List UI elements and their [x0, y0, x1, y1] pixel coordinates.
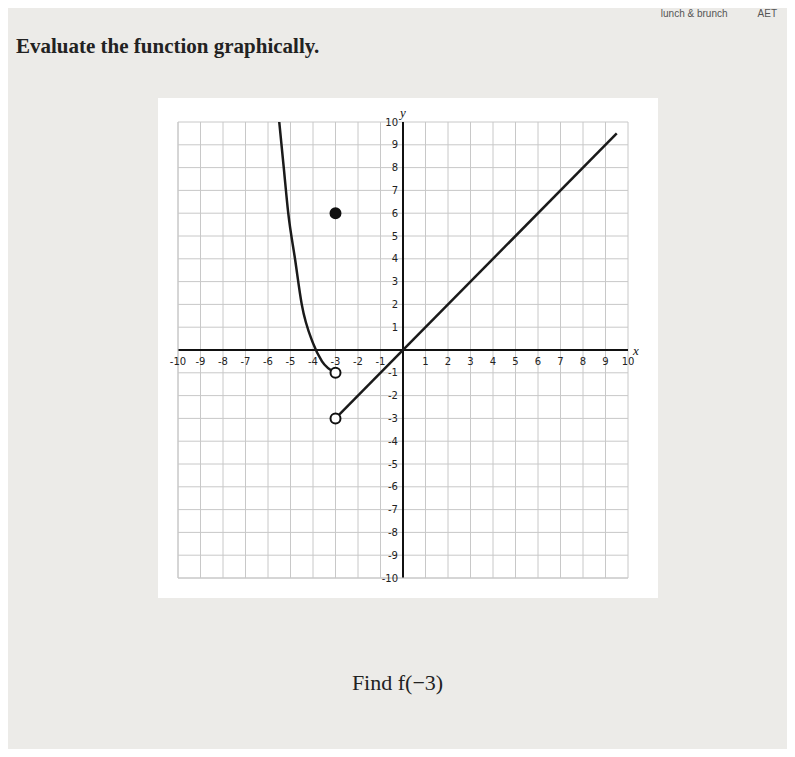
- svg-text:-5: -5: [286, 356, 296, 367]
- svg-text:-10: -10: [382, 573, 398, 584]
- svg-text:1: 1: [422, 356, 428, 367]
- svg-text:7: 7: [557, 356, 563, 367]
- svg-text:-9: -9: [196, 356, 206, 367]
- html-text:lunch & brunch: lunch & brunch: [660, 8, 728, 19]
- html-text:AET: AET: [757, 8, 777, 19]
- svg-text:-3: -3: [388, 413, 398, 424]
- html-text:Evaluate the function graphica: Evaluate the function graphically.: [16, 34, 320, 58]
- svg-text:10: 10: [385, 117, 398, 128]
- svg-text:4: 4: [392, 253, 398, 264]
- html-text:Find f(−3): Find f(−3): [351, 670, 444, 695]
- svg-text:-5: -5: [388, 459, 398, 470]
- svg-text:3: 3: [467, 356, 473, 367]
- svg-text:-9: -9: [388, 550, 398, 561]
- svg-text:4: 4: [490, 356, 496, 367]
- svg-text:2: 2: [445, 356, 451, 367]
- svg-text:-1: -1: [376, 356, 386, 367]
- svg-text:-1: -1: [388, 367, 398, 378]
- svg-text:-2: -2: [388, 390, 398, 401]
- svg-text:5: 5: [392, 231, 398, 242]
- svg-text:6: 6: [535, 356, 541, 367]
- svg-text:-6: -6: [388, 481, 398, 492]
- svg-text:-7: -7: [241, 356, 251, 367]
- svg-text:7: 7: [392, 185, 398, 196]
- svg-text:3: 3: [392, 276, 398, 287]
- svg-text:-3: -3: [331, 356, 341, 367]
- svg-text:x: x: [632, 343, 639, 358]
- svg-text:-6: -6: [263, 356, 273, 367]
- svg-text:1: 1: [392, 322, 398, 333]
- svg-text:8: 8: [580, 356, 586, 367]
- svg-text:-7: -7: [388, 504, 398, 515]
- svg-text:6: 6: [392, 208, 398, 219]
- svg-text:-8: -8: [218, 356, 228, 367]
- svg-text:9: 9: [392, 139, 398, 150]
- svg-text:9: 9: [602, 356, 608, 367]
- svg-text:-2: -2: [353, 356, 363, 367]
- svg-text:-8: -8: [388, 527, 398, 538]
- svg-text:-4: -4: [388, 436, 398, 447]
- svg-text:-10: -10: [170, 356, 186, 367]
- svg-text:8: 8: [392, 162, 398, 173]
- svg-text:-4: -4: [308, 356, 318, 367]
- svg-text:10: 10: [622, 356, 635, 367]
- svg-text:2: 2: [392, 299, 398, 310]
- svg-text:y: y: [398, 105, 406, 120]
- svg-text:5: 5: [512, 356, 518, 367]
